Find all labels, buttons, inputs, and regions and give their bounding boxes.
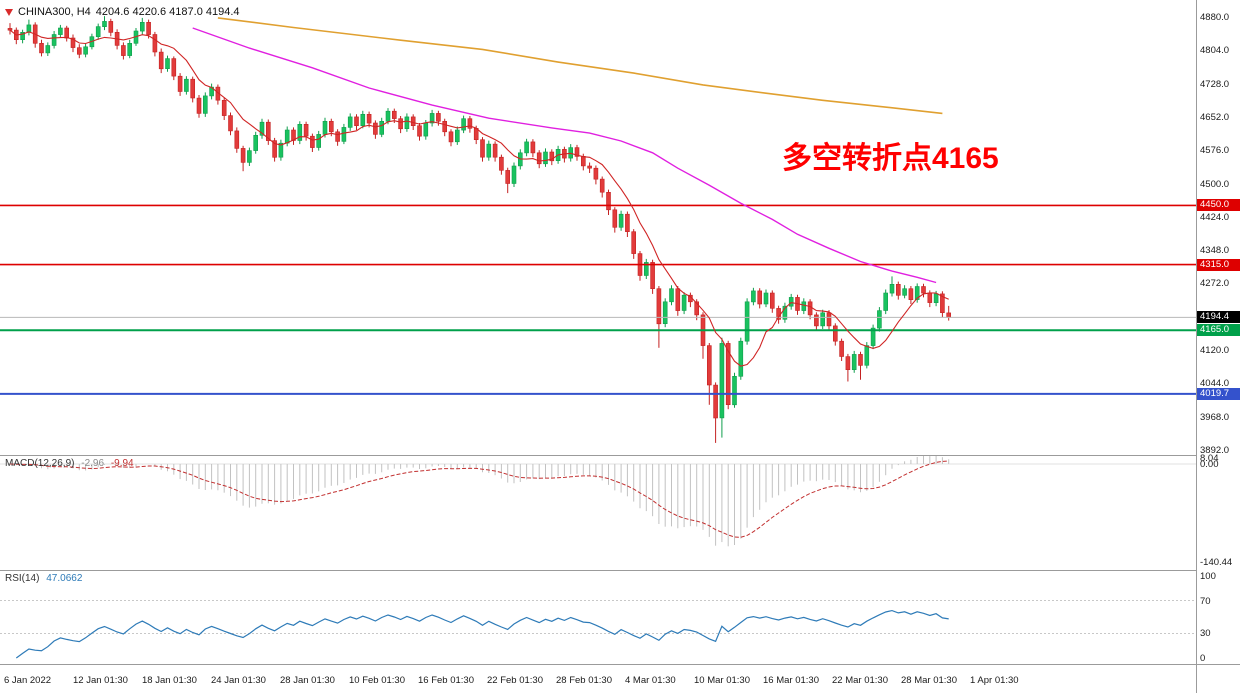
- time-tick-label: 28 Jan 01:30: [280, 675, 335, 686]
- price-tick-label: 4576.0: [1200, 145, 1230, 157]
- time-tick-label: 28 Feb 01:30: [556, 675, 612, 686]
- price-level-badge: 4165.0: [1197, 324, 1240, 337]
- price-tick-label: 4348.0: [1200, 245, 1230, 257]
- rsi-chart[interactable]: [0, 571, 1196, 664]
- time-axis[interactable]: 6 Jan 2022 12 Jan 01:30 18 Jan 01:30 24 Jan…: [0, 665, 1240, 693]
- rsi-indicator-pane[interactable]: RSI(14) 47.0662: [0, 571, 1196, 664]
- price-level-badge: 4450.0: [1197, 199, 1240, 212]
- macd-signal-value: -9.94: [110, 458, 134, 469]
- macd-axis-label: -140.44: [1200, 557, 1233, 568]
- time-tick-label: 4 Mar 01:30: [625, 675, 676, 686]
- time-tick-label: 16 Mar 01:30: [763, 675, 819, 686]
- time-tick-label: 24 Jan 01:30: [211, 675, 266, 686]
- time-tick-label: 1 Apr 01:30: [970, 675, 1019, 686]
- moving-averages: [9, 17, 949, 367]
- macd-axis-label: 8.04: [1200, 453, 1219, 465]
- macd-histogram: [15, 456, 950, 547]
- symbol-info: CHINA300, H4 4204.6 4220.6 4187.0 4194.4: [5, 6, 240, 18]
- macd-label: MACD(12,26,9) -2.96 -9.94: [5, 458, 134, 469]
- medium-ma-line: [192, 27, 937, 284]
- symbol-ohlc: 4204.6 4220.6 4187.0 4194.4: [95, 6, 240, 18]
- main-chart-pane[interactable]: CHINA300, H4 4204.6 4220.6 4187.0 4194.4…: [0, 0, 1196, 455]
- candlestick-chart[interactable]: [0, 0, 1196, 455]
- candles: [7, 16, 952, 443]
- fast-ma-line: [9, 29, 949, 367]
- time-tick-label: 22 Mar 01:30: [832, 675, 888, 686]
- rsi-axis-label: 70: [1200, 595, 1211, 607]
- macd-main-value: -2.96: [81, 458, 105, 469]
- price-tick-label: 4120.0: [1200, 345, 1230, 356]
- price-tick-label: 3968.0: [1200, 411, 1230, 423]
- price-tick-label: 4424.0: [1200, 211, 1230, 223]
- time-tick-label: 10 Feb 01:30: [349, 675, 405, 686]
- macd-indicator-pane[interactable]: MACD(12,26,9) -2.96 -9.94: [0, 456, 1196, 570]
- price-axis-separator: [1196, 0, 1197, 693]
- rsi-name: RSI(14): [5, 573, 40, 584]
- time-tick-label: 6 Jan 2022: [4, 675, 52, 686]
- macd-name: MACD(12,26,9): [5, 458, 75, 469]
- time-axis-separator: [0, 664, 1240, 665]
- slow-ma-line: [217, 17, 943, 115]
- price-level-badge: 4315.0: [1197, 258, 1240, 271]
- pane-separator-macd[interactable]: [0, 455, 1196, 456]
- rsi-axis-label: 100: [1200, 571, 1216, 582]
- time-tick-label: 22 Feb 01:30: [487, 675, 543, 686]
- macd-signal-line: [9, 460, 949, 538]
- time-tick-label: 18 Jan 01:30: [142, 675, 197, 686]
- macd-chart[interactable]: [0, 456, 1196, 570]
- chart-annotation[interactable]: 多空转折点4165: [782, 142, 999, 175]
- price-level-badge: 4019.7: [1197, 387, 1240, 400]
- time-tick-label: 10 Mar 01:30: [694, 675, 750, 686]
- macd-axis-label: 0.00: [1200, 459, 1219, 470]
- current-price-badge: 4194.4: [1197, 311, 1240, 324]
- time-tick-label: 16 Feb 01:30: [418, 675, 474, 686]
- price-tick-label: 3892.0: [1200, 444, 1230, 456]
- rsi-line: [15, 609, 949, 659]
- price-axis[interactable]: 4880.0 4804.0 4728.0 4652.0 4576.0 4500.0 4424…: [1197, 0, 1240, 693]
- symbol-icon: [5, 8, 13, 16]
- time-tick-label: 12 Jan 01:30: [73, 675, 128, 686]
- rsi-levels: [0, 600, 1196, 634]
- price-tick-label: 4880.0: [1200, 12, 1230, 23]
- price-tick-label: 4728.0: [1200, 78, 1230, 90]
- price-tick-label: 4804.0: [1200, 45, 1230, 57]
- rsi-label: RSI(14) 47.0662: [5, 573, 82, 584]
- rsi-axis-label: 0: [1200, 653, 1206, 664]
- level-lines: [0, 204, 1196, 395]
- time-tick-label: 28 Mar 01:30: [901, 675, 957, 686]
- rsi-value: 47.0662: [46, 573, 83, 584]
- price-tick-label: 4652.0: [1200, 111, 1230, 123]
- pane-separator-rsi[interactable]: [0, 570, 1196, 571]
- price-tick-label: 4500.0: [1200, 178, 1230, 190]
- rsi-axis-label: 30: [1200, 628, 1211, 640]
- symbol-title: CHINA300, H4: [18, 6, 91, 18]
- price-tick-label: 4272.0: [1200, 278, 1230, 290]
- price-tick-label: 4044.0: [1200, 378, 1230, 390]
